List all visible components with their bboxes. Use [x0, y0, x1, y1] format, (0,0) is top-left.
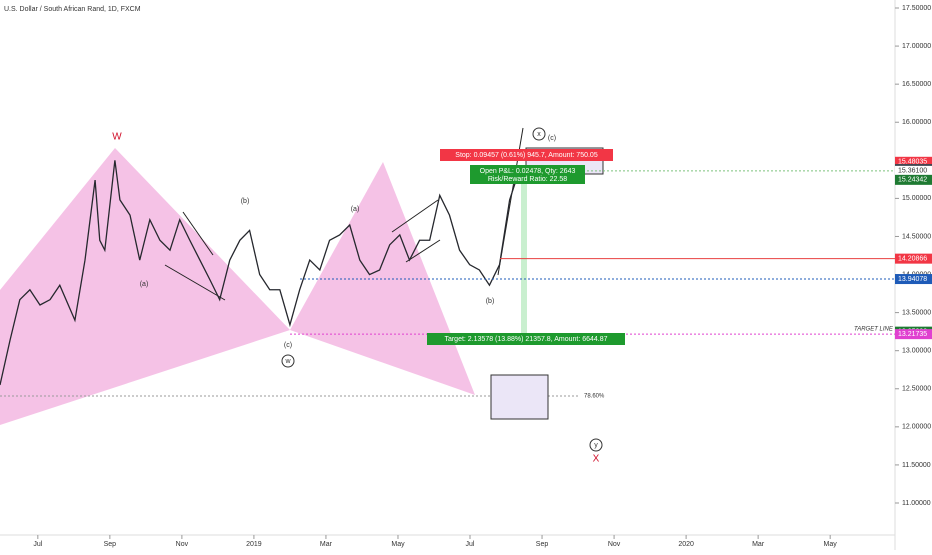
channel-line	[391, 199, 439, 233]
price-marker-label: 15.24342	[898, 177, 927, 184]
y-tick-label: 12.50000	[902, 386, 931, 393]
wave-label: (a)	[351, 206, 360, 213]
channel-line	[182, 211, 214, 256]
y-tick-label: 11.00000	[902, 500, 931, 507]
price-marker-label: 13.94078	[898, 276, 927, 283]
pnl-label	[470, 165, 585, 184]
wave-label: X	[593, 454, 600, 465]
price-line	[0, 160, 520, 386]
x-tick-label: May	[391, 541, 405, 548]
wave-label: (c)	[548, 135, 556, 142]
chart-title: U.S. Dollar / South African Rand, 1D, FX…	[4, 6, 141, 13]
y-tick-label: 15.00000	[902, 195, 931, 202]
wave-label: TARGET LINE	[854, 327, 894, 333]
x-tick-label: Mar	[320, 541, 333, 548]
x-tick-label: Sep	[104, 541, 117, 548]
y-tick-label: 12.00000	[902, 424, 931, 431]
x-tick-label: Jul	[33, 541, 42, 548]
x-tick-label: Jul	[466, 541, 475, 548]
pnl-label-text: Risk/Reward Ratio: 22.58	[488, 176, 567, 183]
wave-label: W	[112, 132, 122, 143]
y-tick-label: 17.50000	[902, 5, 931, 12]
y-tick-label: 17.00000	[902, 43, 931, 50]
stop-label-text: Stop: 0.09457 (0.61%) 945.7, Amount: 750…	[455, 152, 598, 159]
wave-label: (b)	[241, 198, 250, 205]
x-tick-label: 2020	[678, 541, 694, 548]
harmonic-pattern	[290, 162, 475, 395]
price-marker	[895, 156, 932, 167]
y-tick-label: 11.50000	[902, 462, 931, 469]
wave-label: (b)	[486, 298, 495, 305]
wave-circle	[281, 354, 295, 368]
wave-label: (c)	[284, 342, 292, 349]
y-tick-label: 13.50000	[902, 309, 931, 316]
price-marker	[895, 174, 932, 185]
price-marker	[895, 165, 932, 176]
price-marker-label: 14.20866	[898, 255, 927, 262]
wave-circle	[532, 127, 546, 141]
x-tick-label: 2019	[246, 541, 262, 548]
price-marker	[895, 329, 932, 340]
pnl-label-text: Open P&L: 0.02478, Qty: 2643	[480, 168, 576, 175]
price-marker-label: 15.48035	[898, 159, 927, 166]
y-tick-label: 14.50000	[902, 233, 931, 240]
x-tick-label: Sep	[536, 541, 549, 548]
wave-label: 78.60%	[584, 394, 605, 400]
x-tick-label: May	[824, 541, 838, 548]
channel-line	[164, 264, 226, 301]
target-label	[427, 333, 625, 345]
y-tick-label: 16.50000	[902, 81, 931, 88]
target-label-text: Target: 2.13578 (13.88%) 21357.8, Amount…	[444, 336, 607, 343]
y-tick-label: 13.00000	[902, 348, 931, 355]
wave-label: x	[537, 131, 541, 138]
price-marker-label: 15.36100	[898, 168, 927, 175]
x-tick-label: Nov	[608, 541, 621, 548]
wave-label: w	[284, 358, 291, 365]
wave-label: y	[594, 442, 598, 449]
x-tick-label: Nov	[176, 541, 189, 548]
price-marker	[895, 253, 932, 264]
profit-zone	[521, 181, 527, 333]
stop-label	[440, 149, 613, 161]
wave-label: (a)	[140, 281, 149, 288]
x-tick-label: Mar	[752, 541, 765, 548]
y-tick-label: 16.00000	[902, 119, 931, 126]
wave-circle	[589, 438, 603, 452]
harmonic-pattern	[0, 148, 290, 425]
channel-line	[405, 239, 441, 263]
price-marker	[895, 274, 932, 285]
target-box	[490, 374, 549, 420]
price-marker-label: 13.21735	[898, 331, 927, 338]
